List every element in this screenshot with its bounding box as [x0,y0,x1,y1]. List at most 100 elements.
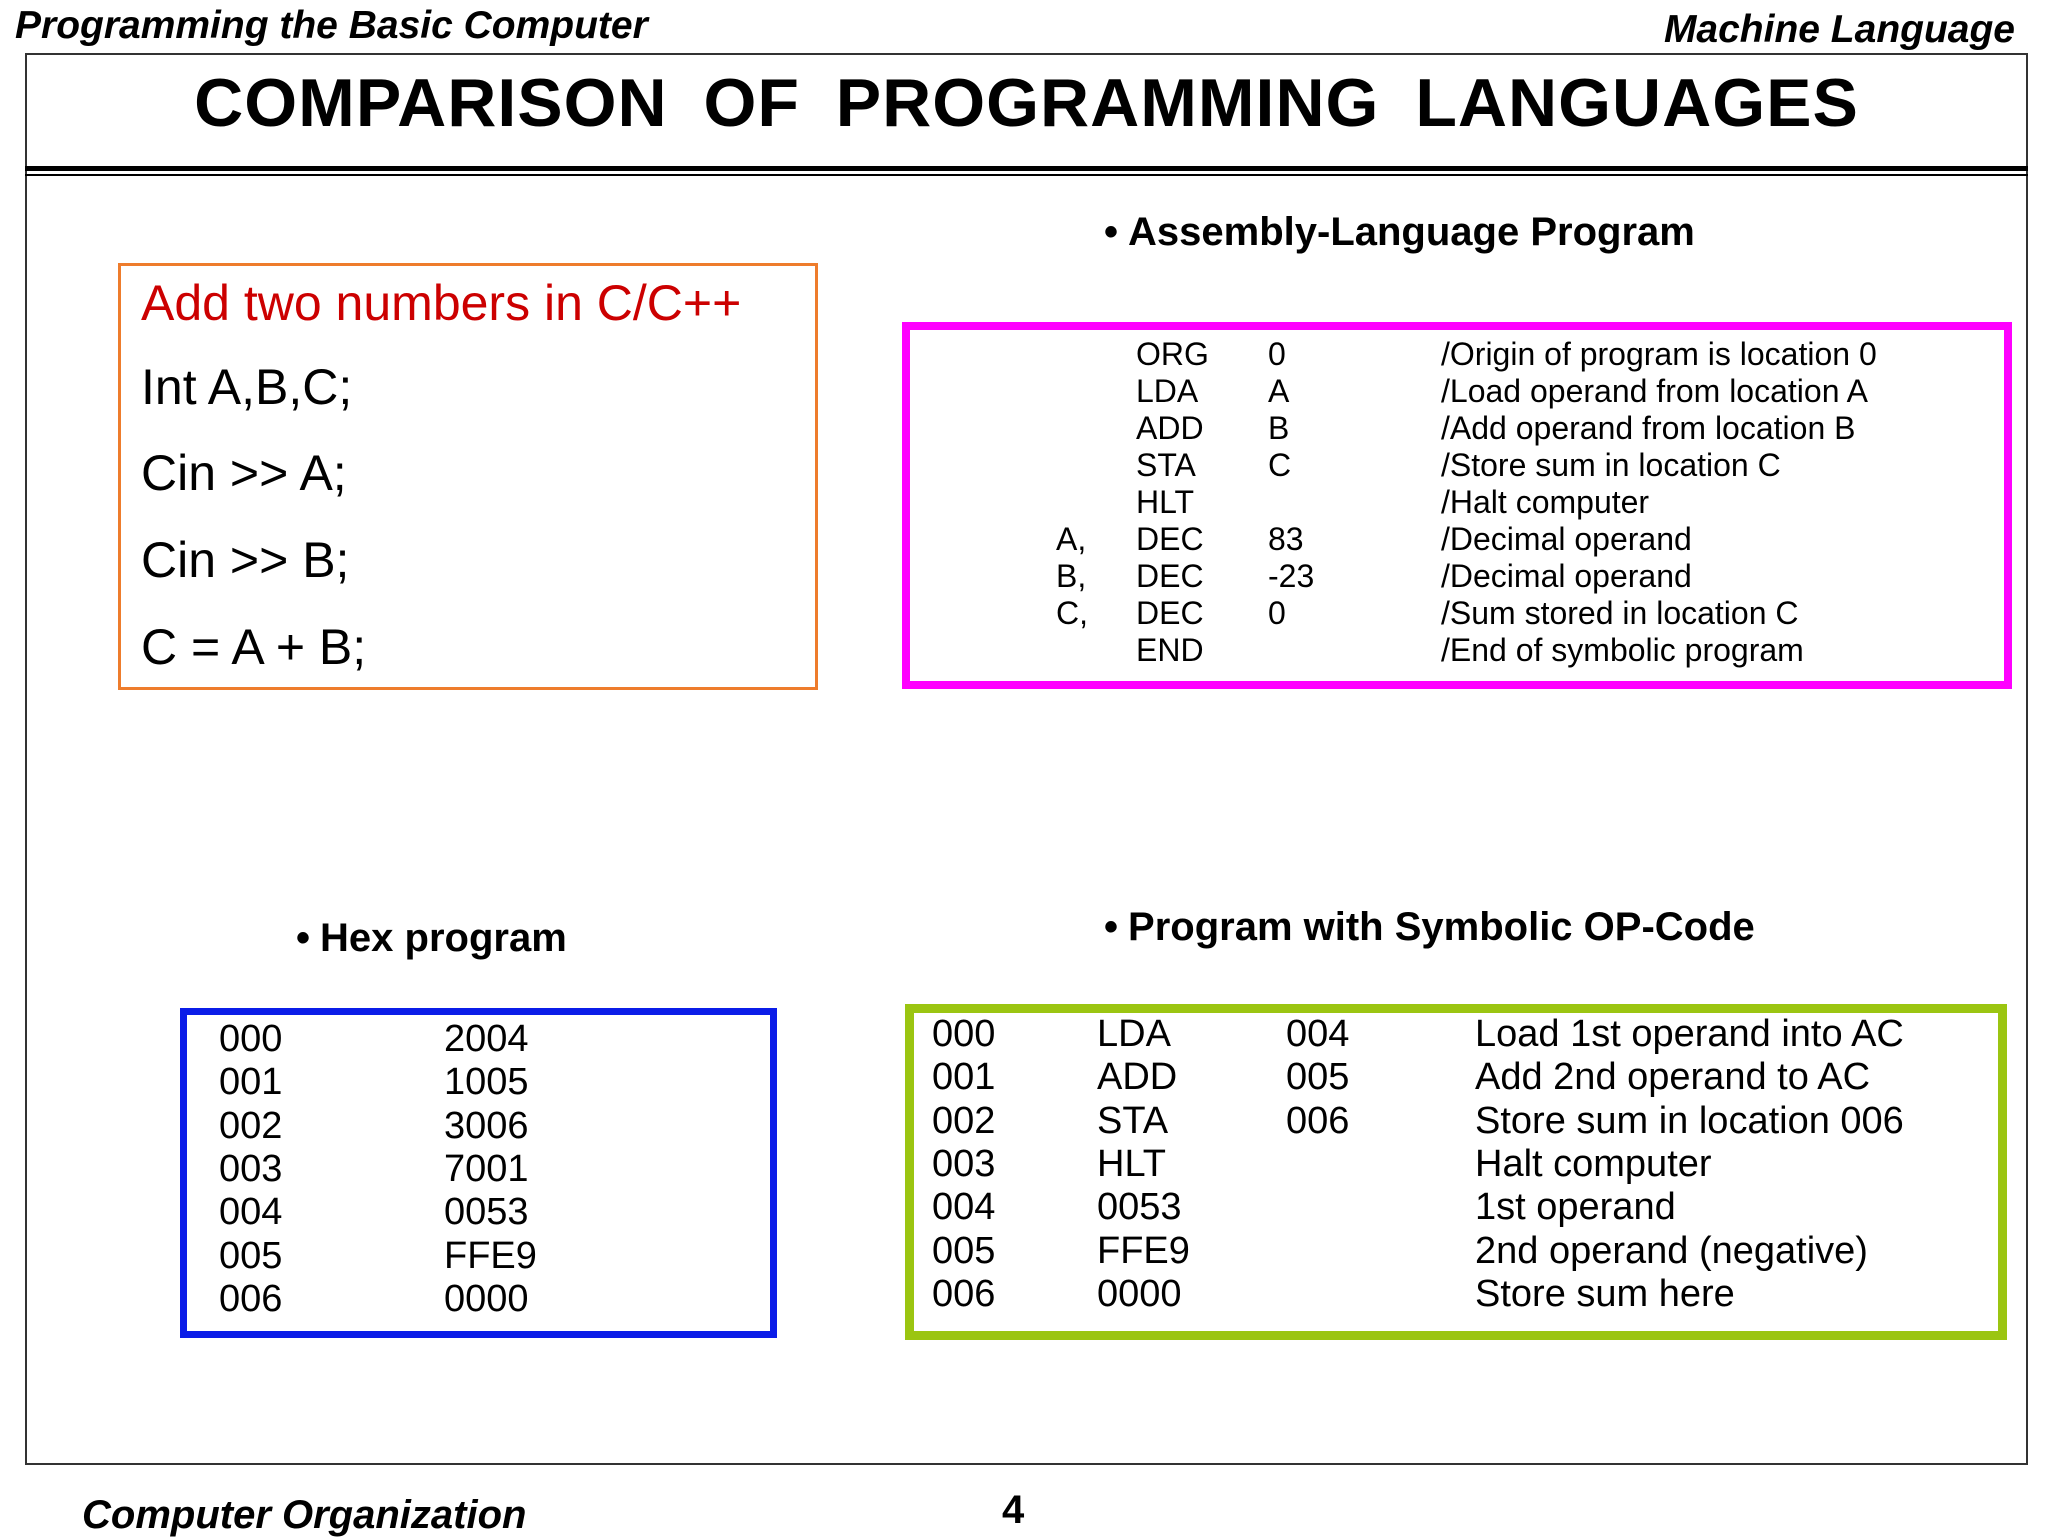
bullet-icon: • [1104,905,1119,949]
page-number: 4 [1002,1488,1025,1532]
asm-operand-cell: -23 [1268,558,1315,594]
hex-value-cell: FFE9 [444,1234,537,1277]
assembly-heading-text: Assembly-Language Program [1128,210,1695,254]
symbolic-row: 001 ADD 005 Add 2nd operand to AC [914,1056,1998,1099]
sym-operand-cell: 005 [1286,1056,1350,1099]
symbolic-row: 002 STA 006 Store sum in location 006 [914,1100,1998,1143]
sym-opcode-cell: STA [1097,1099,1169,1142]
asm-comment-cell: /Halt computer [1441,484,1650,520]
sym-description-cell: Load 1st operand into AC [1475,1013,1904,1055]
symbolic-row: 005 FFE9 2nd operand (negative) [914,1230,1998,1273]
symbolic-row: 004 0053 1st operand [914,1186,1998,1229]
asm-label-cell: C, [1056,595,1088,631]
slide-frame [25,53,2028,1465]
symbolic-row: 006 0000 Store sum here [914,1273,1998,1316]
hex-value-cell: 0053 [444,1191,529,1234]
asm-opcode-cell: DEC [1136,595,1204,631]
asm-operand-cell: 0 [1268,595,1286,631]
c-line-1: Int A,B,C; [141,359,353,415]
sym-opcode-cell: ADD [1097,1056,1178,1099]
hex-row: 001 1005 [187,1061,770,1104]
c-line-2: Cin >> A; [141,445,347,501]
title-rule-thin [25,174,2028,176]
hex-row: 002 3006 [187,1105,770,1148]
asm-comment-cell: /End of symbolic program [1441,632,1804,668]
footer-course-name: Computer Organization [82,1493,527,1537]
sym-address-cell: 000 [932,1013,996,1055]
hex-address-cell: 004 [219,1191,283,1234]
assembly-row: LDA A/Load operand from location A [910,373,2004,410]
c-line-4: C = A + B; [141,619,367,675]
header-course-title: Programming the Basic Computer [15,4,648,47]
asm-comment-cell: /Store sum in location C [1441,447,1781,483]
hex-heading: • Hex program [296,916,567,961]
sym-description-cell: 2nd operand (negative) [1475,1229,1868,1272]
asm-operand-cell: A [1268,373,1290,409]
asm-label-cell: A, [1056,521,1087,557]
asm-comment-cell: /Decimal operand [1441,558,1692,594]
asm-comment-cell: /Sum stored in location C [1441,595,1799,631]
assembly-row: C, DEC 0/Sum stored in location C [910,595,2004,632]
sym-address-cell: 002 [932,1099,996,1142]
hex-heading-text: Hex program [320,916,567,960]
sym-description-cell: Add 2nd operand to AC [1475,1056,1871,1099]
title-rule-thick [25,166,2028,171]
asm-opcode-cell: LDA [1136,373,1199,409]
asm-label-cell: B, [1056,558,1087,594]
hex-value-cell: 0000 [444,1277,529,1320]
sym-description-cell: 1st operand [1475,1186,1676,1229]
sym-opcode-cell: LDA [1097,1013,1171,1055]
sym-description-cell: Store sum here [1475,1272,1735,1315]
header-topic: Machine Language [1663,8,2015,51]
asm-opcode-cell: STA [1136,447,1196,483]
assembly-row: HLT/Halt computer [910,484,2004,521]
assembly-program-box: ORG 0/Origin of program is location 0 LDA A… [902,322,2012,689]
sym-opcode-cell: 0000 [1097,1272,1182,1315]
assembly-row: ADD B/Add operand from location B [910,410,2004,447]
assembly-row: A, DEC 83/Decimal operand [910,521,2004,558]
hex-row: 000 2004 [187,1018,770,1061]
hex-value-cell: 2004 [444,1018,529,1060]
c-program-title: Add two numbers in C/C++ [141,275,742,331]
assembly-row: END/End of symbolic program [910,632,2004,669]
hex-value-cell: 3006 [444,1104,529,1147]
hex-address-cell: 001 [219,1061,283,1104]
symbolic-heading: • Program with Symbolic OP-Code [1104,905,1755,950]
hex-address-cell: 005 [219,1234,283,1277]
sym-opcode-cell: 0053 [1097,1186,1182,1229]
hex-row: 003 7001 [187,1148,770,1191]
bullet-icon: • [296,916,311,960]
symbolic-heading-text: Program with Symbolic OP-Code [1128,905,1755,949]
hex-program-box: 000 2004 001 1005 002 3006 003 7001 004 0053 005 FF… [180,1008,777,1338]
asm-opcode-cell: ADD [1136,410,1204,446]
assembly-row: ORG 0/Origin of program is location 0 [910,336,2004,373]
hex-value-cell: 7001 [444,1147,529,1190]
c-line-3: Cin >> B; [141,532,350,588]
hex-address-cell: 006 [219,1277,283,1320]
hex-row: 005 FFE9 [187,1235,770,1278]
slide-title: COMPARISON OF PROGRAMMING LANGUAGES [194,65,1859,141]
asm-opcode-cell: DEC [1136,558,1204,594]
hex-row: 006 0000 [187,1278,770,1321]
sym-address-cell: 003 [932,1142,996,1185]
asm-operand-cell: C [1268,447,1292,483]
c-program-box: Add two numbers in C/C++ Int A,B,C; Cin … [118,263,818,690]
asm-comment-cell: /Origin of program is location 0 [1441,336,1877,372]
sym-address-cell: 004 [932,1186,996,1229]
hex-address-cell: 000 [219,1018,283,1060]
assembly-heading: • Assembly-Language Program [1104,210,1695,255]
asm-opcode-cell: DEC [1136,521,1204,557]
sym-address-cell: 001 [932,1056,996,1099]
asm-operand-cell: 83 [1268,521,1304,557]
sym-address-cell: 005 [932,1229,996,1272]
hex-address-cell: 003 [219,1147,283,1190]
assembly-row: B, DEC -23/Decimal operand [910,558,2004,595]
asm-operand-cell: B [1268,410,1290,446]
hex-value-cell: 1005 [444,1061,529,1104]
sym-address-cell: 006 [932,1272,996,1315]
symbolic-program-box: 000 LDA 004 Load 1st operand into AC 001 ADD 0… [905,1004,2007,1340]
assembly-row: STA C/Store sum in location C [910,447,2004,484]
sym-opcode-cell: HLT [1097,1142,1166,1185]
sym-operand-cell: 004 [1286,1013,1350,1055]
asm-operand-cell: 0 [1268,336,1286,372]
